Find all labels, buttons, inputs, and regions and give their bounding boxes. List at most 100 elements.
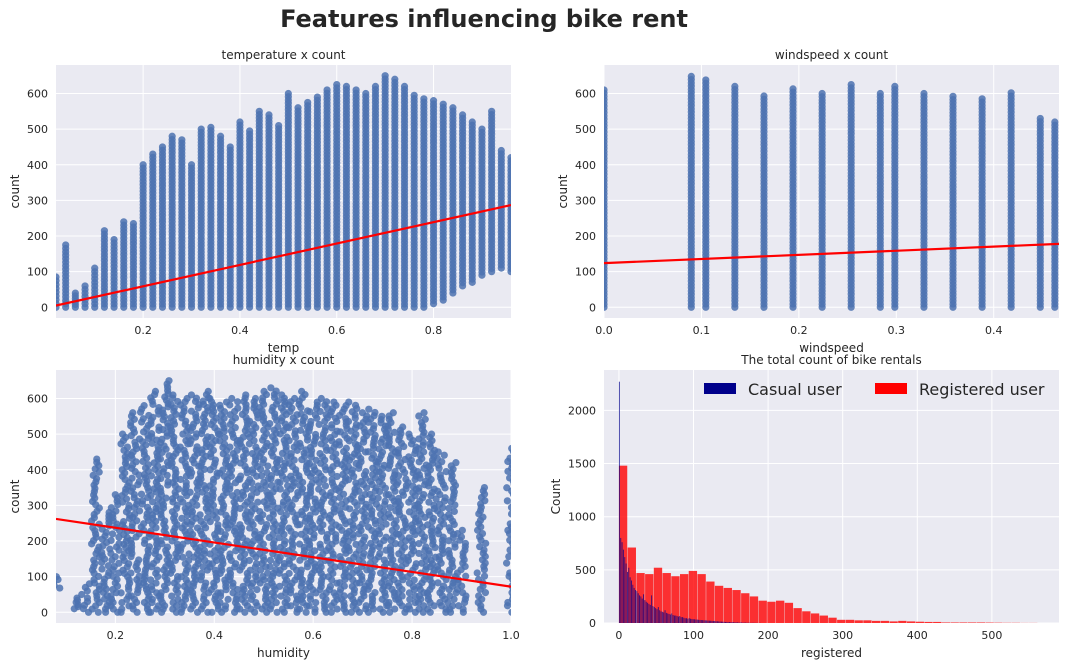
scatter-point bbox=[81, 282, 89, 290]
scatter-point bbox=[176, 495, 184, 503]
scatter-point bbox=[285, 437, 293, 445]
scatter-point bbox=[107, 549, 115, 558]
scatter-point bbox=[135, 477, 143, 486]
scatter-point bbox=[818, 89, 826, 98]
scatter-point bbox=[147, 472, 155, 480]
scatter-point bbox=[129, 219, 138, 228]
scatter-point bbox=[168, 592, 176, 600]
scatter-point bbox=[226, 550, 234, 558]
scatter-point bbox=[206, 394, 214, 403]
scatter-point bbox=[253, 586, 261, 594]
scatter-point bbox=[297, 566, 305, 574]
scatter-point bbox=[323, 86, 331, 94]
scatter-point bbox=[277, 508, 285, 516]
scatter-point bbox=[254, 498, 262, 506]
scatter-point bbox=[272, 387, 280, 395]
scatter-point bbox=[139, 415, 147, 423]
scatter-point bbox=[216, 132, 225, 140]
scatter-point bbox=[449, 104, 457, 112]
scatter-point bbox=[410, 91, 418, 99]
scatter-point bbox=[143, 503, 152, 511]
scatter-point bbox=[228, 394, 236, 403]
scatter-point bbox=[276, 478, 284, 487]
scatter-point bbox=[251, 527, 259, 535]
scatter-point bbox=[312, 599, 320, 607]
scatter-point bbox=[187, 391, 196, 399]
plot-marks bbox=[604, 72, 1059, 311]
y-tick-label: 100 bbox=[27, 266, 48, 279]
scatter-point bbox=[302, 608, 310, 616]
scatter-point bbox=[295, 472, 303, 480]
scatter-point bbox=[226, 401, 234, 409]
scatter-point bbox=[56, 584, 64, 592]
scatter-point bbox=[169, 391, 177, 399]
scatter-point bbox=[216, 599, 224, 607]
figure-title: Features influencing bike rent bbox=[280, 5, 688, 33]
x-tick-label: 0.2 bbox=[790, 324, 808, 337]
scatter-point bbox=[216, 401, 224, 409]
scatter-point bbox=[186, 488, 194, 496]
scatter-point bbox=[252, 443, 260, 451]
scatter-point bbox=[876, 89, 884, 98]
scatter-point bbox=[157, 536, 165, 545]
scatter-point bbox=[266, 420, 274, 428]
scatter-point bbox=[107, 592, 115, 600]
scatter-point bbox=[439, 100, 447, 108]
scatter-point bbox=[197, 569, 206, 577]
scatter-point bbox=[352, 86, 360, 94]
scatter-point bbox=[217, 589, 225, 597]
scatter-point bbox=[207, 433, 216, 441]
scatter-point bbox=[295, 540, 304, 548]
scatter-point bbox=[287, 472, 295, 480]
scatter-point bbox=[278, 391, 286, 399]
scatter-point bbox=[267, 472, 276, 480]
scatter-point bbox=[179, 553, 187, 561]
scatter-point bbox=[156, 484, 164, 492]
scatter-point bbox=[120, 218, 128, 226]
scatter-point bbox=[276, 582, 284, 590]
scatter-point bbox=[256, 507, 264, 516]
scatter-point bbox=[186, 527, 194, 535]
scatter-point bbox=[333, 80, 341, 89]
scatter-point bbox=[168, 132, 176, 140]
panel-1: 0.2 0.4 0.6 0.80100200300400500600temperatu… bbox=[8, 48, 511, 355]
scatter-point bbox=[127, 536, 135, 544]
scatter-point bbox=[296, 426, 305, 434]
scatter-point bbox=[760, 92, 768, 100]
scatter-point bbox=[257, 472, 266, 480]
scatter-point bbox=[234, 404, 242, 412]
scatter-point bbox=[342, 82, 351, 90]
y-tick-label: 500 bbox=[27, 123, 48, 136]
x-tick-label: 0.1 bbox=[693, 324, 711, 337]
y-tick-label: 600 bbox=[575, 88, 596, 101]
scatter-point bbox=[98, 548, 106, 557]
axes-title: windspeed x count bbox=[775, 48, 889, 62]
scatter-point bbox=[233, 488, 241, 497]
scatter-point bbox=[214, 521, 222, 529]
scatter-point bbox=[153, 566, 161, 574]
scatter-point bbox=[147, 491, 155, 499]
y-tick-label: 0 bbox=[41, 301, 48, 314]
scatter-point bbox=[93, 455, 101, 463]
scatter-point bbox=[158, 435, 166, 444]
scatter-point bbox=[147, 430, 156, 438]
panel-2: 0.0 0.1 0.2 0.3 0.40100200300400500600windsp… bbox=[556, 48, 1059, 355]
scatter-point bbox=[123, 443, 132, 451]
scatter-point bbox=[236, 118, 244, 126]
scatter-point bbox=[135, 507, 144, 515]
y-tick-label: 400 bbox=[575, 159, 596, 172]
scatter-point bbox=[978, 95, 986, 103]
scatter-point bbox=[176, 443, 184, 451]
scatter-point bbox=[287, 602, 295, 610]
scatter-point bbox=[276, 553, 284, 561]
scatter-point bbox=[226, 443, 234, 451]
x-tick-label: 0.2 bbox=[134, 324, 152, 337]
scatter-point bbox=[245, 417, 254, 425]
scatter-point bbox=[257, 465, 265, 473]
scatter-point bbox=[285, 524, 293, 532]
scatter-point bbox=[104, 562, 112, 570]
scatter-point bbox=[98, 565, 106, 573]
scatter-point bbox=[83, 594, 92, 602]
scatter-point bbox=[789, 85, 797, 93]
x-tick-label: 0.4 bbox=[985, 324, 1003, 337]
